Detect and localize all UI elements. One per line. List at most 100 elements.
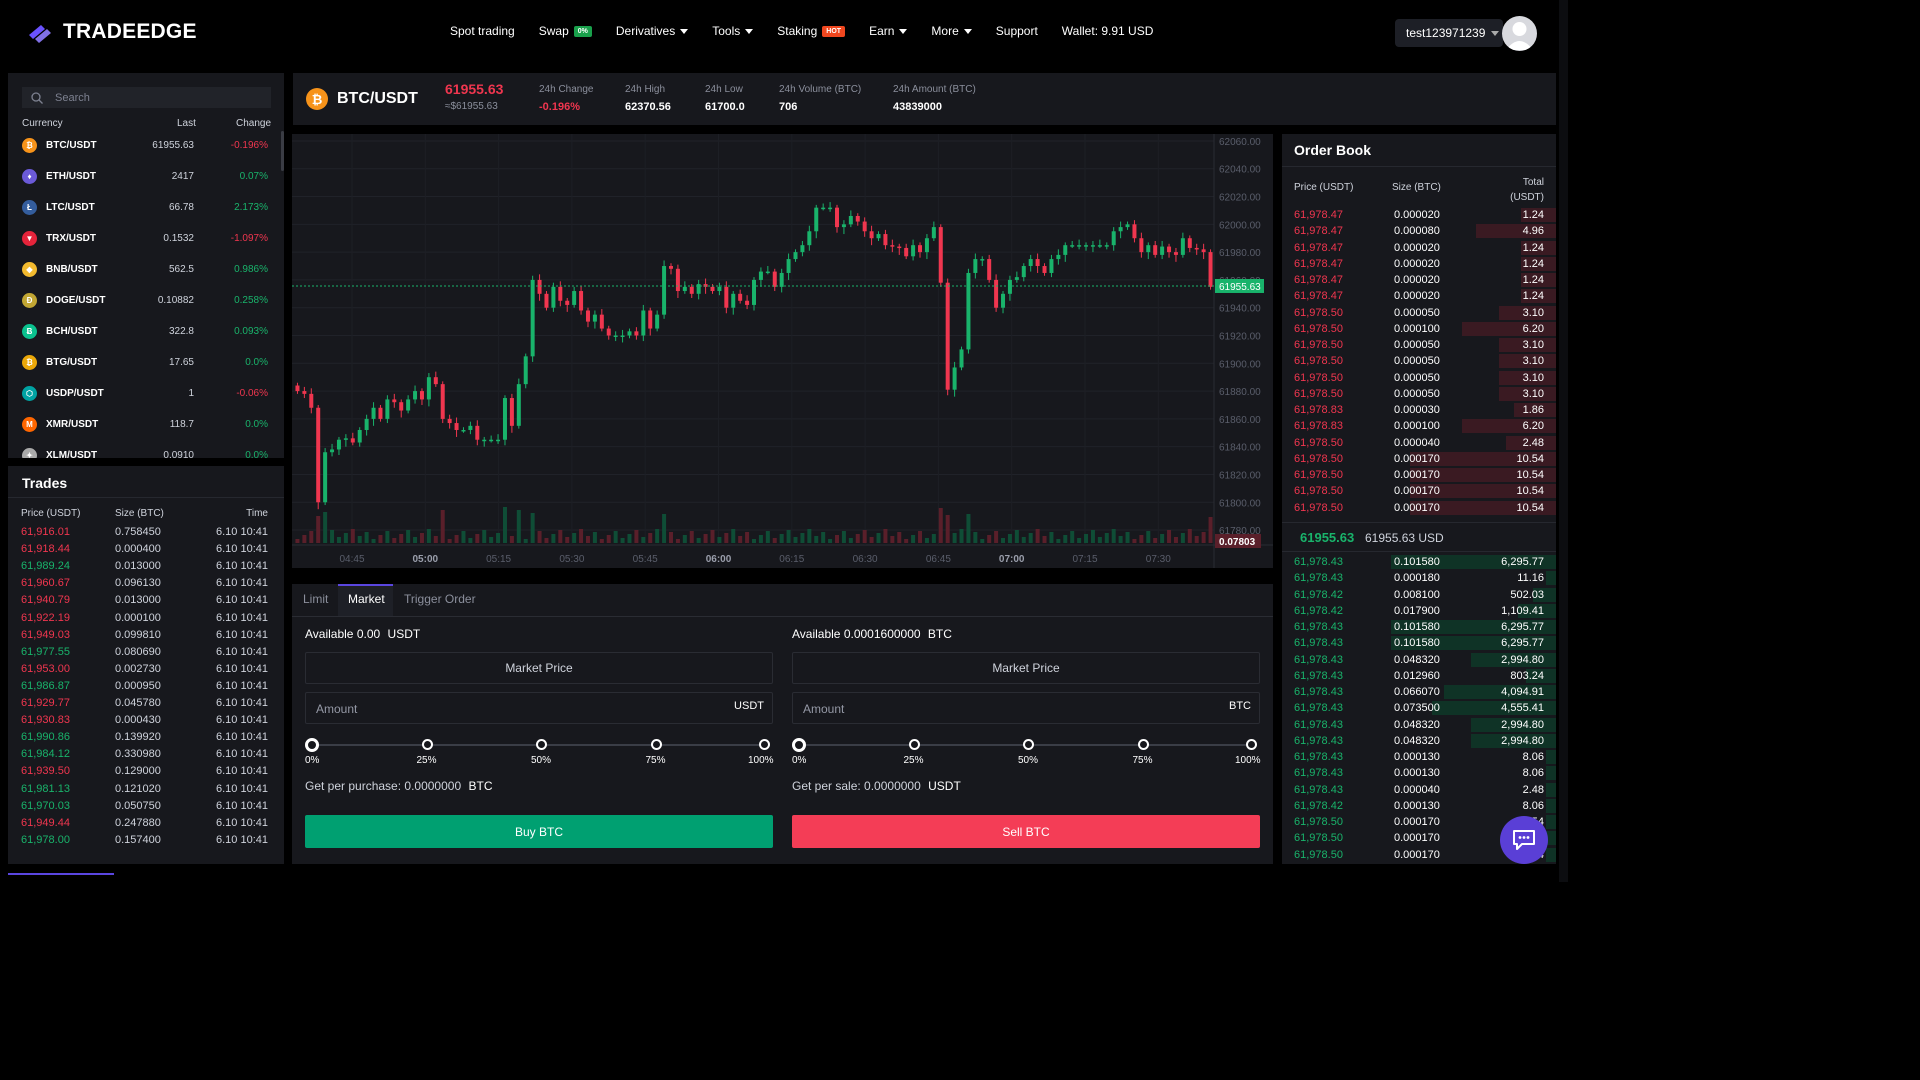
- ask-row[interactable]: 61,978.83 0.000030 1.86: [1282, 402, 1556, 418]
- buy-amount-input[interactable]: Amount USDT: [305, 692, 773, 724]
- volume-bar: [952, 533, 957, 543]
- slider-stop-0-percent[interactable]: [305, 738, 319, 752]
- nav-item-staking[interactable]: Staking HOT: [777, 24, 846, 38]
- bid-row[interactable]: 61,978.43 0.066070 4,094.91: [1282, 684, 1556, 700]
- market-row[interactable]: ₿ BTC/USDT 61955.63 -0.196%: [8, 130, 284, 161]
- price-chart[interactable]: 62060.00 62040.00 62020.00 62000.00 61980.00…: [292, 134, 1273, 568]
- candlestick-chart[interactable]: 62060.00 62040.00 62020.00 62000.00 61980.00…: [292, 134, 1273, 568]
- trade-time: 6.10 10:41: [216, 628, 268, 641]
- volume-bar: [551, 534, 556, 543]
- slider-stop-100-percent[interactable]: [759, 739, 770, 750]
- ask-row[interactable]: 61,978.50 0.000170 10.54: [1282, 500, 1556, 516]
- ask-row[interactable]: 61,978.50 0.000050 3.10: [1282, 305, 1556, 321]
- nav-item-earn[interactable]: Earn: [869, 24, 908, 38]
- brand-logo[interactable]: TRADEEDGE: [27, 20, 197, 44]
- page-scrollbar[interactable]: [1559, 0, 1568, 882]
- bid-row[interactable]: 61,978.43 0.000130 8.06: [1282, 765, 1556, 781]
- sell-button[interactable]: Sell BTC: [792, 815, 1260, 848]
- market-row[interactable]: ◆ BNB/USDT 562.5 0.986%: [8, 254, 284, 285]
- trade-time: 6.10 10:41: [216, 782, 268, 795]
- nav-item-spot-trading[interactable]: Spot trading: [450, 24, 515, 38]
- ask-row[interactable]: 61,978.50 0.000050 3.10: [1282, 353, 1556, 369]
- bid-row[interactable]: 61,978.43 0.101580 6,295.77: [1282, 635, 1556, 651]
- slider-stop-25-percent[interactable]: [908, 739, 920, 750]
- market-row[interactable]: M XMR/USDT 118.7 0.0%: [8, 409, 284, 440]
- nav-item-support[interactable]: Support: [996, 24, 1038, 38]
- ask-row[interactable]: 61,978.50 0.000050 3.10: [1282, 370, 1556, 386]
- market-change: -0.196%: [230, 140, 268, 151]
- market-row[interactable]: ⬡ USDP/USDT 1 -0.06%: [8, 378, 284, 409]
- market-row[interactable]: Ð DOGE/USDT 0.10882 0.258%: [8, 285, 284, 316]
- sell-percent-slider[interactable]: 0% 25% 50% 75% 100%: [792, 738, 1261, 766]
- nav-item-tools[interactable]: Tools: [712, 24, 754, 38]
- monero-icon: M: [22, 417, 37, 432]
- trade-size: 0.330980: [115, 748, 161, 761]
- slider-stop-100-percent[interactable]: [1246, 739, 1257, 750]
- chat-support-button[interactable]: [1500, 816, 1548, 864]
- trade-price: 61,949.44: [21, 816, 70, 829]
- slider-stop-25-percent[interactable]: [421, 739, 433, 750]
- bid-row[interactable]: 61,978.42 0.000130 8.06: [1282, 798, 1556, 814]
- ask-row[interactable]: 61,978.47 0.000020 1.24: [1282, 240, 1556, 256]
- market-row[interactable]: Ł LTC/USDT 66.78 2.173%: [8, 192, 284, 223]
- user-menu[interactable]: test123971239: [1395, 19, 1503, 47]
- ask-row[interactable]: 61,978.50 0.000050 3.10: [1282, 386, 1556, 402]
- ask-row[interactable]: 61,978.47 0.000020 1.24: [1282, 272, 1556, 288]
- ask-row[interactable]: 61,978.50 0.000170 10.54: [1282, 483, 1556, 499]
- nav-item-more[interactable]: More: [931, 24, 972, 38]
- market-row[interactable]: ▼ TRX/USDT 0.1532 -1.097%: [8, 223, 284, 254]
- bid-row[interactable]: 61,978.43 0.048320 2,994.80: [1282, 652, 1556, 668]
- bid-row[interactable]: 61,978.43 0.000180 11.16: [1282, 570, 1556, 586]
- market-row[interactable]: ₿ BTG/USDT 17.65 0.0%: [8, 347, 284, 378]
- ask-row[interactable]: 61,978.47 0.000020 1.24: [1282, 256, 1556, 272]
- ask-row[interactable]: 61,978.83 0.000100 6.20: [1282, 418, 1556, 434]
- trade-price: 61,960.67: [21, 577, 70, 590]
- trade-time: 6.10 10:41: [216, 714, 268, 727]
- tab-limit[interactable]: Limit: [303, 592, 329, 606]
- volume-bar: [599, 539, 604, 543]
- tab-market[interactable]: Market: [348, 592, 385, 606]
- bid-row[interactable]: 61,978.43 0.101580 6,295.77: [1282, 554, 1556, 570]
- buy-price-text: Market Price: [505, 661, 573, 675]
- bid-row[interactable]: 61,978.43 0.048320 2,994.80: [1282, 733, 1556, 749]
- slider-stop-75-percent[interactable]: [650, 739, 662, 750]
- tab-market-active[interactable]: [338, 584, 393, 616]
- slider-stop-0-percent[interactable]: [792, 738, 806, 752]
- slider-stop-75-percent[interactable]: [1137, 739, 1149, 750]
- market-row[interactable]: ✦ XLM/USDT 0.0910 0.0%: [8, 440, 284, 458]
- bid-row[interactable]: 61,978.42 0.017900 1,109.41: [1282, 603, 1556, 619]
- bid-row[interactable]: 61,978.43 0.000040 2.48: [1282, 782, 1556, 798]
- nav-item-wallet-9-91-usd[interactable]: Wallet: 9.91 USD: [1062, 24, 1154, 38]
- market-row[interactable]: Ƀ BCH/USDT 322.8 0.093%: [8, 316, 284, 347]
- ask-row[interactable]: 61,978.50 0.000050 3.10: [1282, 337, 1556, 353]
- nav-item-swap[interactable]: Swap 0%: [539, 24, 592, 38]
- bid-row[interactable]: 61,978.43 0.000130 8.06: [1282, 749, 1556, 765]
- slider-stop-50-percent[interactable]: [1023, 739, 1034, 750]
- buy-percent-slider[interactable]: 0% 25% 50% 75% 100%: [305, 738, 774, 766]
- ask-row[interactable]: 61,978.47 0.000080 4.96: [1282, 223, 1556, 239]
- ask-row[interactable]: 61,978.50 0.000040 2.48: [1282, 435, 1556, 451]
- bid-row[interactable]: 61,978.42 0.008100 502.03: [1282, 587, 1556, 603]
- bid-row[interactable]: 61,978.43 0.048320 2,994.80: [1282, 717, 1556, 733]
- search-input[interactable]: Search: [22, 87, 271, 108]
- bid-row[interactable]: 61,978.43 0.073500 4,555.41: [1282, 700, 1556, 716]
- ask-row[interactable]: 61,978.50 0.000170 10.54: [1282, 467, 1556, 483]
- bid-row[interactable]: 61,978.43 0.101580 6,295.77: [1282, 619, 1556, 635]
- ask-row[interactable]: 61,978.47 0.000020 1.24: [1282, 288, 1556, 304]
- ask-row[interactable]: 61,978.50 0.000170 10.54: [1282, 451, 1556, 467]
- market-row[interactable]: ♦ ETH/USDT 2417 0.07%: [8, 161, 284, 192]
- nav-item-derivatives[interactable]: Derivatives: [616, 24, 689, 38]
- markets-scrollbar[interactable]: [281, 131, 284, 171]
- avatar[interactable]: [1502, 16, 1537, 51]
- slider-stop-50-percent[interactable]: [536, 739, 547, 750]
- tab-trigger-order[interactable]: Trigger Order: [404, 592, 476, 606]
- ask-row[interactable]: 61,978.47 0.000020 1.24: [1282, 207, 1556, 223]
- sell-price-field[interactable]: Market Price: [792, 652, 1260, 684]
- volume-bar: [1090, 530, 1095, 543]
- buy-price-field[interactable]: Market Price: [305, 652, 773, 684]
- buy-button[interactable]: Buy BTC: [305, 815, 773, 848]
- ask-row[interactable]: 61,978.50 0.000100 6.20: [1282, 321, 1556, 337]
- sell-amount-input[interactable]: Amount BTC: [792, 692, 1260, 724]
- ticker-pair[interactable]: BTC/USDT: [337, 90, 418, 107]
- bid-row[interactable]: 61,978.43 0.012960 803.24: [1282, 668, 1556, 684]
